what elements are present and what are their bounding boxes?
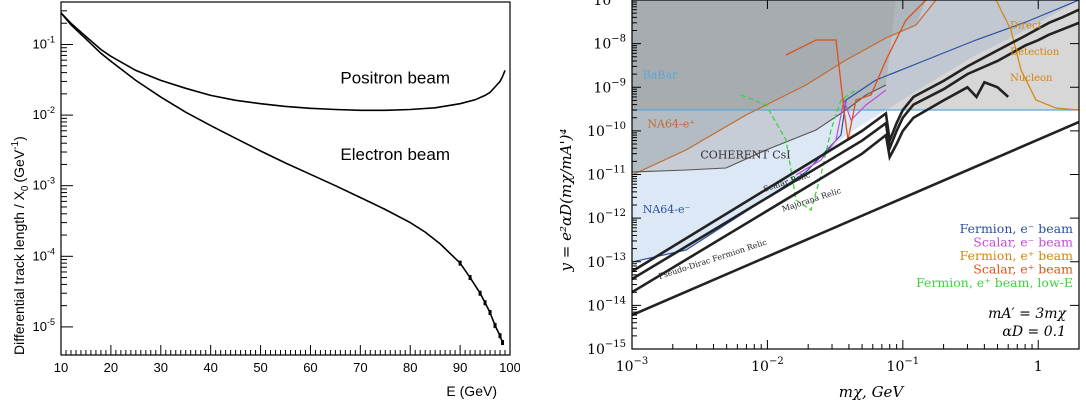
right-y-tick-label: 10−15 [587, 339, 626, 358]
left-x-tick-label: 50 [253, 360, 267, 375]
right-y-tick-label: 10−14 [587, 295, 626, 314]
left-x-tick-label: 20 [104, 360, 118, 375]
left-y-tick-label: 10-2 [33, 105, 55, 122]
region-label: COHERENT CsI [700, 149, 790, 162]
exclusion-regions [632, 0, 1079, 349]
left-x-axis-label: E (GeV) [446, 383, 497, 399]
region-label: Direct [1010, 21, 1042, 32]
left-series-point [468, 275, 472, 281]
left-series-point [501, 340, 505, 346]
right-x-axis-label: mχ, GeV [839, 383, 906, 401]
legend-entry: Fermion, e⁺ beam, low-E [916, 275, 1073, 290]
left-y-label-exp: -1 [10, 140, 21, 149]
left-series-0-line [60, 12, 506, 112]
positron-beam-label: Positron beam [340, 69, 450, 88]
left-x-tick-label: 10 [54, 360, 68, 375]
region-labels: BaBar NA64-e⁺ COHERENT CsI NA64-e⁻ Direct Det… [643, 21, 1060, 216]
region-label: Detection [1010, 47, 1060, 58]
right-y-axis-label: y = e²αD(mχ/mA')⁴ [557, 129, 575, 273]
left-x-tick-label: 100 [499, 360, 520, 375]
relic-curve-1 [632, 80, 1010, 294]
region-label: Nucleon [1010, 73, 1053, 84]
right-x-tick-label: 10−3 [616, 356, 649, 375]
left-y-label-unit: (GeV [11, 149, 27, 182]
coupling-annotation: αD = 0.1 [1002, 324, 1066, 340]
left-x-tick-label: 40 [203, 360, 217, 375]
fermion-eplus-lowe-boundary [740, 89, 857, 212]
left-x-axis: 10 20 30 40 50 60 70 80 90 100 [54, 345, 520, 375]
left-y-tick-label: 10-1 [33, 35, 55, 52]
left-series-point [458, 260, 462, 266]
right-x-tick-label: 10−1 [887, 356, 920, 375]
left-x-tick-label: 90 [453, 360, 467, 375]
left-x-tick-label: 60 [303, 360, 317, 375]
left-series-point [498, 333, 502, 339]
left-y-axis-label: Differential track length / X0 (GeV-1) [10, 136, 31, 355]
left-x-tick-label: 30 [154, 360, 168, 375]
right-y-tick-label: 10−13 [587, 252, 626, 271]
legend-entry: Fermion, e⁺ beam [960, 248, 1074, 263]
scalar-eminus-boundary [795, 89, 887, 176]
left-y-label-close: ) [11, 136, 27, 141]
left-y-axis: 10-5 10-4 10-3 10-2 10-1 [33, 1, 73, 334]
right-x-axis: 10−3 10−2 10−1 1 [616, 0, 1080, 375]
coherent-region [632, 0, 896, 172]
region-label: NA64-e⁺ [647, 117, 695, 130]
legend-entry: Scalar, e⁺ beam [973, 262, 1073, 277]
legend-entry: Scalar, e⁻ beam [973, 235, 1073, 250]
left-series-point [478, 290, 482, 296]
right-series-group [632, 8, 1079, 317]
right-y-tick-label: 10−10 [587, 121, 626, 140]
track-length-chart: 10 20 30 40 50 60 70 80 90 100 10-510-410-310-210… [10, 1, 520, 399]
left-y-label-main: Differential track length / X [11, 190, 27, 355]
fermion-eplus-boundary [995, 0, 1079, 111]
left-series-1-line [60, 12, 504, 343]
left-y-tick-label: 10-3 [33, 176, 55, 193]
left-y-tick-label: 10-4 [33, 246, 55, 263]
right-x-tick-label: 10−2 [751, 356, 784, 375]
scalar-eplus-boundary [785, 0, 927, 141]
right-y-tick-label: 10−8 [593, 34, 626, 53]
relic-curve-0 [632, 120, 1079, 317]
right-y-tick-label: 10−12 [587, 208, 626, 227]
right-y-tick-label: 10−9 [593, 77, 626, 96]
right-y-tick-label: 10−7 [593, 0, 626, 9]
legend-entry: Fermion, e⁻ beam [960, 221, 1074, 236]
mass-ratio-annotation: mA′ = 3mχ [988, 306, 1067, 322]
region-label: NA64-e⁻ [643, 203, 691, 216]
left-series-group [60, 12, 506, 346]
na64-eplus-boundary [632, 0, 937, 176]
left-x-tick-label: 80 [403, 360, 417, 375]
left-plot-frame [60, 1, 511, 356]
dark-matter-limits-chart: 10−3 10−2 10−1 1 10−1510−1410−1310−1210−111… [557, 0, 1080, 401]
right-y-tick-label: 10−11 [587, 165, 626, 184]
left-x-tick-label: 70 [353, 360, 367, 375]
left-series-point [483, 300, 487, 306]
right-x-tick-label: 1 [1034, 359, 1043, 375]
left-series-point [493, 322, 497, 328]
electron-beam-label: Electron beam [340, 145, 450, 164]
right-y-axis: 10−15 10−14 10−13 10−12 10−11 10−10 10−9 10−8 10… [587, 0, 1079, 358]
na64-eplus-region [632, 0, 926, 175]
left-series-point [488, 309, 492, 315]
left-y-label-sub: 0 [20, 185, 31, 191]
region-label: BaBar [643, 68, 678, 81]
left-y-tick-label: 10-5 [33, 317, 55, 334]
relic-curve-3 [632, 8, 1079, 273]
